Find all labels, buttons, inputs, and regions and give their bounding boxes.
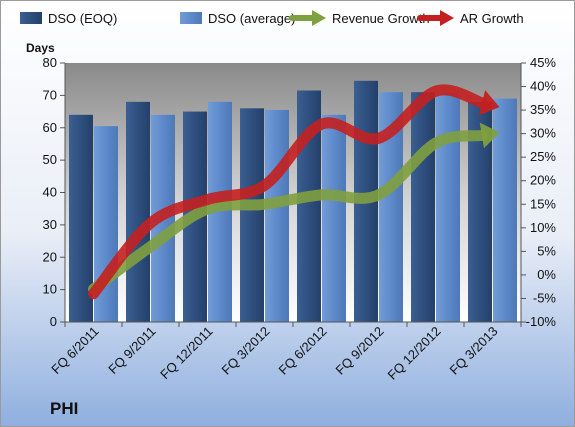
revenue-growth-arrowhead — [479, 122, 500, 149]
y-right-tick-label: 10% — [530, 220, 556, 235]
y-right-tick-label: 25% — [530, 149, 556, 164]
growth-lines — [88, 84, 500, 300]
y-right-tick-label: 30% — [530, 126, 556, 141]
legend-label-dso-eoq-: DSO (EOQ) — [48, 11, 117, 26]
bar-dso-eoq — [126, 101, 150, 322]
y-left-tick-label: 0 — [50, 314, 57, 329]
legend-label-revenue-growth: Revenue Growth — [332, 11, 430, 26]
y-left-axis-title: Days — [26, 41, 55, 55]
bar-dso-average — [493, 98, 517, 322]
y-right-axis: -10% -5% 0% 5% 10% 15% 20% 25% 30% 35% 40% 45% — [520, 55, 557, 329]
legend-swatch-dso-average- — [180, 12, 202, 24]
legend-arrow-ar-growth — [440, 10, 454, 26]
ticker-label: PHI — [50, 399, 78, 418]
y-right-tick-label: -10% — [526, 314, 557, 329]
y-left-axis: 0 10 20 30 40 50 60 70 80 — [43, 55, 66, 329]
legend-swatch-dso-eoq- — [20, 12, 42, 24]
bar-dso-average — [322, 114, 346, 322]
y-left-tick-label: 70 — [43, 87, 57, 102]
legend-label-dso-average-: DSO (average) — [208, 11, 295, 26]
y-right-tick-label: 45% — [530, 55, 556, 70]
ar-growth-line — [88, 84, 488, 300]
legend-arrow-revenue-growth — [312, 10, 326, 26]
legend: DSO (EOQ) DSO (average) Revenue Growth AR G… — [20, 10, 524, 26]
y-right-tick-label: 5% — [537, 243, 556, 258]
y-right-tick-label: 20% — [530, 173, 556, 188]
y-left-tick-label: 80 — [43, 55, 57, 70]
y-right-tick-label: 35% — [530, 102, 556, 117]
y-right-tick-label: 40% — [530, 79, 556, 94]
bar-dso-average — [265, 109, 289, 322]
y-right-tick-label: 0% — [537, 267, 556, 282]
y-left-tick-label: 30 — [43, 217, 57, 232]
y-right-tick-label: -5% — [533, 290, 557, 305]
bar-dso-eoq — [411, 92, 435, 322]
y-right-tick-label: 15% — [530, 196, 556, 211]
y-left-tick-label: 10 — [43, 282, 57, 297]
revenue-growth-line — [88, 129, 488, 295]
legend-label-ar-growth: AR Growth — [460, 11, 524, 26]
y-left-tick-label: 40 — [43, 185, 57, 200]
y-left-tick-label: 50 — [43, 152, 57, 167]
y-left-tick-label: 20 — [43, 249, 57, 264]
y-left-tick-label: 60 — [43, 120, 57, 135]
bar-dso-eoq — [240, 108, 264, 322]
ar-growth-arrowhead — [478, 90, 500, 116]
bar-dso-average — [436, 92, 460, 322]
